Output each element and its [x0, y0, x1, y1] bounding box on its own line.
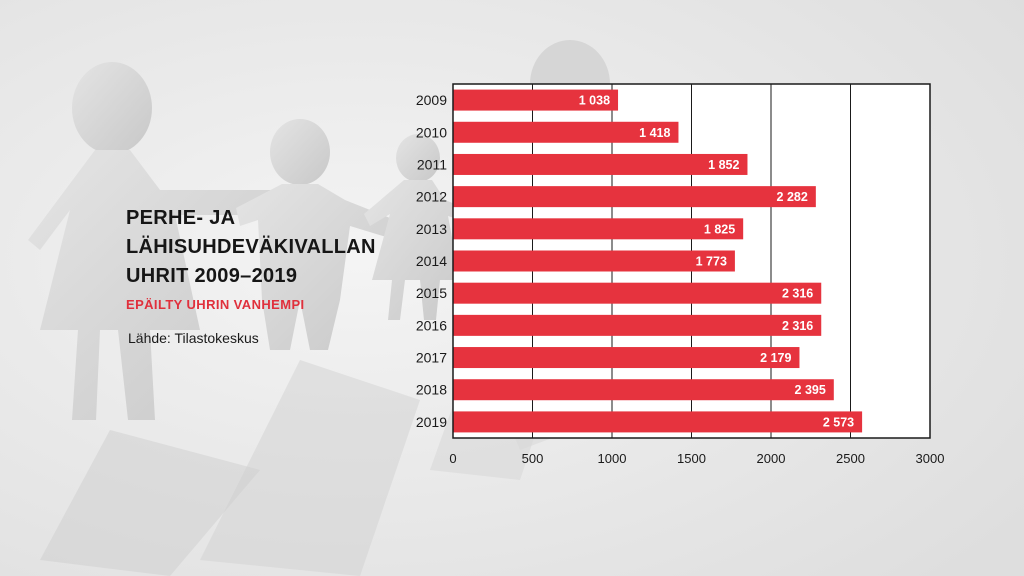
bar — [453, 250, 735, 272]
category-label: 2019 — [416, 414, 447, 430]
bar — [453, 89, 619, 111]
bar — [453, 153, 748, 175]
bar-value-label: 2 282 — [777, 190, 808, 204]
category-label: 2013 — [416, 221, 447, 237]
bar — [453, 314, 822, 336]
bar — [453, 347, 800, 369]
bar-value-label: 1 038 — [579, 94, 610, 108]
x-tick-label: 2000 — [757, 451, 786, 466]
bar-value-label: 1 825 — [704, 222, 735, 236]
plot-frame — [452, 83, 931, 439]
bar-value-label: 1 852 — [708, 158, 739, 172]
category-label: 2017 — [416, 350, 447, 366]
title-line-1: PERHE- JA — [126, 207, 236, 229]
bar-value-label: 2 316 — [782, 319, 813, 333]
bar — [453, 121, 679, 143]
chart-title-block: PERHE- JA LÄHISUHDEVÄKIVALLAN UHRIT 2009… — [126, 204, 396, 346]
chart-subtitle: EPÄILTY UHRIN VANHEMPI — [126, 297, 305, 312]
bars: 1 038 1 418 1 852 2 282 1 825 1 773 2 316 2 316… — [453, 89, 863, 433]
bar-value-label: 2 179 — [760, 351, 791, 365]
bar-value-label: 2 316 — [782, 287, 813, 301]
bar-value-label: 1 773 — [696, 255, 727, 269]
category-label: 2010 — [416, 124, 447, 140]
source-note: Lähde: Tilastokeskus — [128, 330, 259, 346]
x-tick-label: 0 — [449, 451, 456, 466]
bar — [453, 379, 834, 401]
category-label: 2014 — [416, 253, 447, 269]
bar — [453, 282, 822, 304]
bar — [453, 411, 863, 433]
title-line-2: LÄHISUHDEVÄKIVALLAN — [126, 236, 376, 258]
bar-value-label: 2 573 — [823, 415, 854, 429]
category-label: 2012 — [416, 189, 447, 205]
category-labels: 2009 2010 2011 2012 2013 2014 2015 2016 2017 2018… — [416, 92, 447, 430]
x-tick-label: 500 — [522, 451, 544, 466]
category-label: 2009 — [416, 92, 447, 108]
x-tick-label: 3000 — [916, 451, 945, 466]
title-line-3: UHRIT 2009–2019 — [126, 265, 298, 287]
x-tick-label: 2500 — [836, 451, 865, 466]
category-label: 2011 — [417, 156, 447, 172]
bar-value-label: 1 418 — [639, 126, 670, 140]
category-label: 2018 — [416, 382, 447, 398]
category-label: 2016 — [416, 317, 447, 333]
bar-value-label: 2 395 — [795, 383, 826, 397]
bar — [453, 218, 744, 240]
x-tick-label: 1000 — [598, 451, 627, 466]
bar — [453, 186, 816, 208]
category-label: 2015 — [416, 285, 447, 301]
x-tick-labels: 0 500 1000 1500 2000 2500 3000 — [449, 451, 944, 466]
x-tick-label: 1500 — [677, 451, 706, 466]
